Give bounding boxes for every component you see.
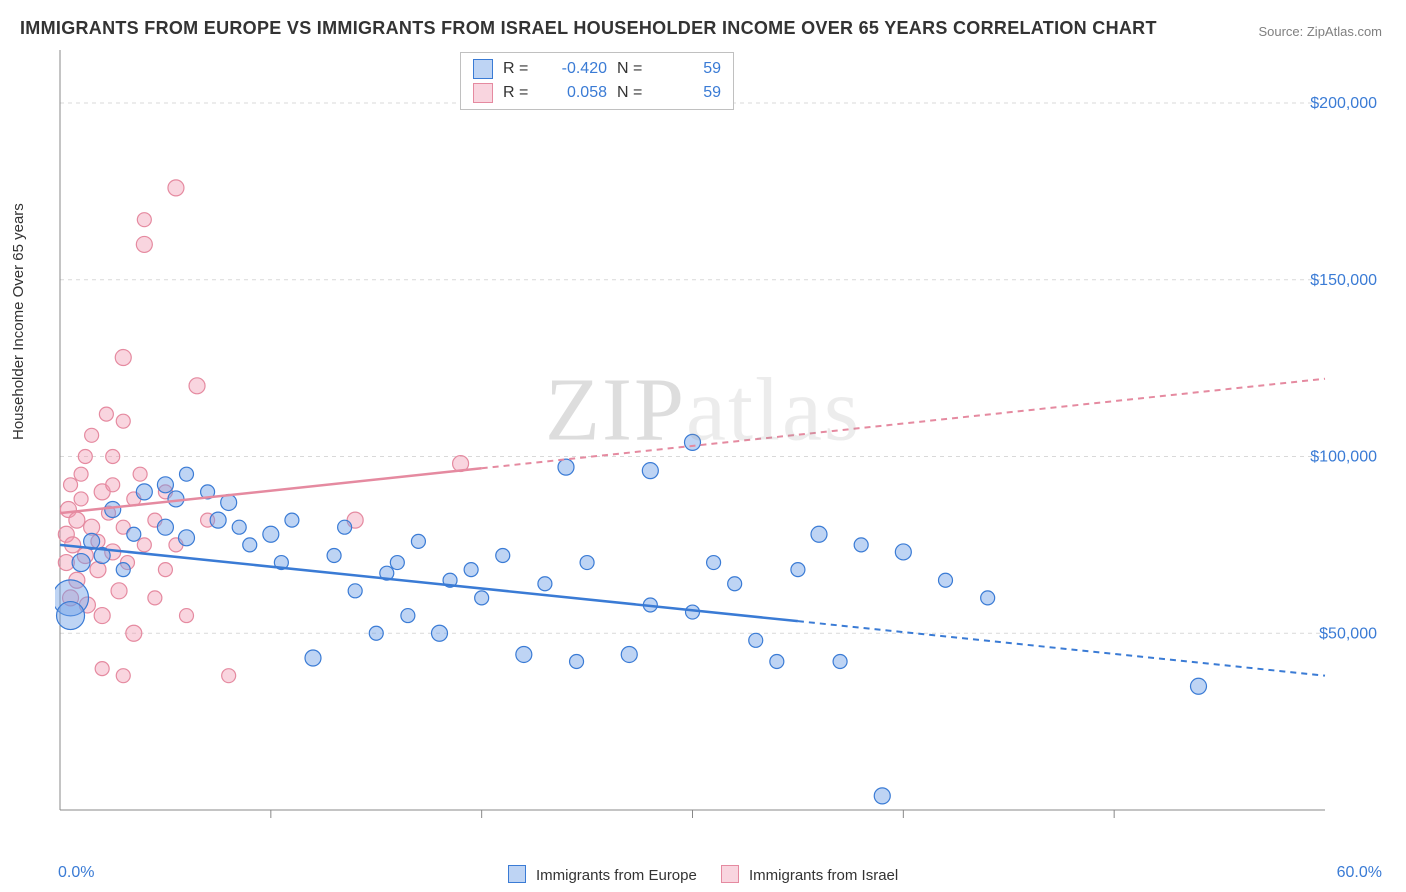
scatter-svg: $50,000 $100,000 $150,000 $200,000	[55, 50, 1385, 840]
series-legend: Immigrants from Europe Immigrants from I…	[0, 865, 1406, 884]
n-label: N =	[617, 84, 647, 102]
legend-swatch-pink	[473, 83, 493, 103]
svg-text:$100,000: $100,000	[1310, 449, 1377, 466]
n-value-israel: 59	[657, 84, 721, 102]
legend-label-israel: Immigrants from Israel	[749, 867, 898, 884]
legend-item-europe: Immigrants from Europe	[508, 865, 697, 884]
legend-item-israel: Immigrants from Israel	[721, 865, 898, 884]
y-axis-label: Householder Income Over 65 years	[10, 203, 27, 440]
correlation-legend: R = -0.420 N = 59 R = 0.058 N = 59	[460, 52, 734, 110]
r-value-israel: 0.058	[543, 84, 607, 102]
chart-title: IMMIGRANTS FROM EUROPE VS IMMIGRANTS FRO…	[20, 18, 1157, 39]
x-axis-max-label: 60.0%	[1337, 864, 1382, 882]
legend-swatch-blue	[473, 59, 493, 79]
r-value-europe: -0.420	[543, 60, 607, 78]
x-axis-min-label: 0.0%	[58, 864, 94, 882]
svg-text:$50,000: $50,000	[1319, 625, 1377, 642]
r-label: R =	[503, 84, 533, 102]
n-label: N =	[617, 60, 647, 78]
legend-row-europe: R = -0.420 N = 59	[473, 57, 721, 81]
legend-swatch-pink	[721, 865, 739, 883]
r-label: R =	[503, 60, 533, 78]
source-attribution: Source: ZipAtlas.com	[1258, 24, 1382, 39]
svg-text:$150,000: $150,000	[1310, 272, 1377, 289]
legend-label-europe: Immigrants from Europe	[536, 867, 697, 884]
svg-text:$200,000: $200,000	[1310, 95, 1377, 112]
legend-row-israel: R = 0.058 N = 59	[473, 81, 721, 105]
legend-swatch-blue	[508, 865, 526, 883]
chart-plot-area: $50,000 $100,000 $150,000 $200,000	[55, 50, 1385, 840]
n-value-europe: 59	[657, 60, 721, 78]
